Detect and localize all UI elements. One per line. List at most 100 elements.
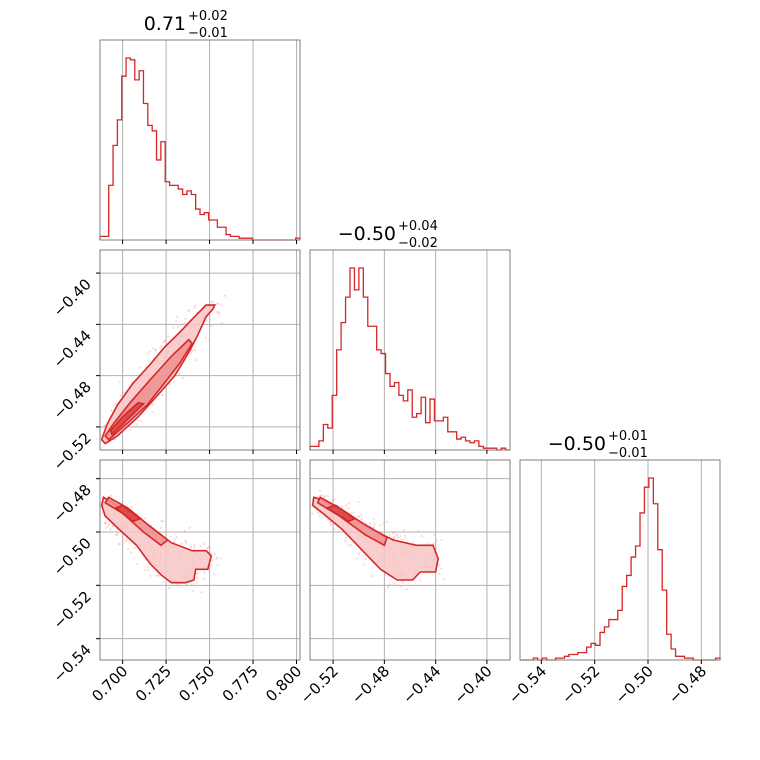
scatter-point (138, 366, 141, 369)
scatter-point (360, 513, 363, 516)
scatter-point (175, 320, 178, 323)
x-tick-label: −0.54 (505, 662, 550, 707)
scatter-point (383, 574, 386, 577)
scatter-point (161, 520, 164, 523)
scatter-point (193, 546, 196, 549)
scatter-point (154, 349, 157, 352)
scatter-point (403, 528, 406, 532)
scatter-point (382, 522, 386, 525)
scatter-point (190, 352, 193, 355)
scatter-point (130, 551, 133, 554)
scatter-point (358, 515, 361, 518)
scatter-point (216, 302, 219, 305)
scatter-point (216, 302, 219, 305)
scatter-point (215, 557, 218, 560)
scatter-point (393, 536, 396, 539)
y-tick-label: −0.48 (50, 378, 95, 423)
scatter-point (143, 569, 146, 572)
scatter-point (119, 394, 122, 397)
scatter-point (210, 563, 213, 566)
scatter-point (146, 565, 149, 568)
scatter-point (216, 310, 219, 313)
x-tick-label: 0.700 (88, 662, 131, 705)
scatter-point (210, 324, 213, 327)
scatter-point (355, 557, 358, 560)
y-tick-label: −0.52 (50, 587, 95, 632)
scatter-point (133, 546, 136, 550)
axis-frame (309, 249, 511, 451)
scatter-point (176, 325, 180, 328)
scatter-point (143, 517, 147, 520)
scatter-panel-1-2: −0.52 −0.48 −0.44 −0.40 (297, 459, 511, 707)
scatter-point (115, 402, 118, 405)
histogram-step-line (99, 57, 301, 241)
scatter-point (435, 539, 438, 542)
scatter-point (403, 537, 407, 540)
scatter-point (326, 494, 329, 497)
scatter-point (356, 515, 360, 518)
scatter-point (159, 526, 163, 529)
scatter-point (371, 575, 374, 578)
scatter-point (122, 391, 125, 394)
scatter-point (164, 340, 167, 343)
scatter-point (388, 534, 391, 537)
x-tick-label: −0.44 (399, 662, 444, 707)
axis-frame (99, 39, 301, 241)
title-lower-error: −0.01 (188, 26, 228, 41)
scatter-point (151, 411, 154, 414)
scatter-point (112, 403, 115, 407)
scatter-point (393, 583, 396, 586)
scatter-point (218, 312, 221, 315)
scatter-point (345, 504, 348, 507)
scatter-point (147, 569, 150, 572)
scatter-point (393, 531, 396, 534)
contour-line-level-2 (324, 504, 357, 523)
scatter-point (104, 521, 107, 524)
scatter-point (412, 541, 415, 544)
scatter-point (111, 525, 114, 528)
scatter-point (372, 525, 375, 529)
y-tick-label: −0.40 (50, 275, 95, 320)
scatter-panel-0-1: −0.52 −0.48 −0.44 −0.40 (50, 249, 301, 474)
scatter-point (206, 547, 209, 550)
scatter-point (187, 309, 190, 312)
scatter-point (180, 542, 183, 545)
title-median: −0.50 (548, 433, 606, 455)
scatter-point (210, 552, 213, 555)
contour-fill-level-2 (115, 505, 140, 522)
title-upper-error: +0.02 (188, 9, 228, 24)
scatter-point (208, 318, 212, 321)
scatter-point (388, 583, 391, 586)
scatter-point (317, 495, 320, 498)
scatter-point (320, 493, 323, 496)
scatter-point (190, 349, 194, 352)
scatter-point (196, 571, 199, 574)
scatter-point (357, 501, 360, 504)
scatter-point (168, 587, 171, 590)
scatter-point (178, 372, 181, 376)
y-tick-label: −0.48 (50, 481, 95, 526)
scatter-point (184, 539, 187, 542)
y-tick-label: −0.50 (50, 534, 95, 579)
title-upper-error: +0.04 (398, 219, 438, 234)
scatter-point (135, 563, 138, 566)
x-tick-label: −0.52 (558, 662, 603, 707)
scatter-point (162, 581, 165, 584)
title-lower-error: −0.02 (398, 236, 438, 251)
histogram-panel-0: 0.71 +0.02 −0.01 (99, 9, 301, 244)
scatter-point (172, 326, 175, 329)
histogram-step-line (309, 267, 510, 451)
scatter-point (192, 590, 195, 593)
scatter-point (224, 294, 227, 297)
scatter-point (347, 543, 350, 546)
scatter-point (203, 571, 206, 574)
scatter-point (176, 583, 179, 586)
contour-line-level-0 (100, 304, 217, 445)
scatter-point (193, 306, 196, 309)
scatter-point (161, 393, 164, 396)
histogram-panel-1: −0.50 +0.04 −0.02 (309, 219, 511, 454)
scatter-point (438, 572, 441, 576)
scatter-point (216, 564, 219, 567)
scatter-point (199, 545, 202, 548)
scatter-point (209, 546, 212, 549)
